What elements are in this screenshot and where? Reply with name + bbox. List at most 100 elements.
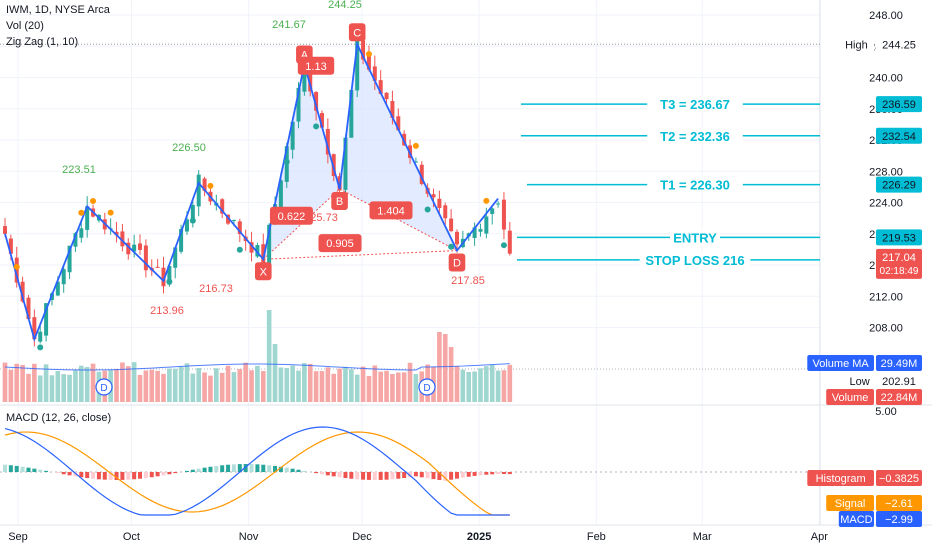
price-tick-label: 248.00 (869, 10, 903, 22)
macd-histogram-bar (126, 472, 131, 480)
candle-body (237, 221, 242, 235)
macd-legend[interactable]: MACD (12, 26, close) (6, 412, 112, 424)
macd-histogram-bar (419, 472, 424, 478)
signal-dot (189, 217, 196, 224)
level-price-tag-bg (876, 229, 922, 246)
volume-bar (67, 374, 72, 402)
price-label: 216.73 (199, 283, 233, 295)
macd-histogram-bar (484, 472, 489, 475)
macd-histogram-bar (237, 464, 242, 472)
candle-body (126, 242, 131, 255)
macd-histogram-bar (196, 468, 201, 472)
macd-histogram-bar (155, 472, 160, 477)
volume-bar (460, 369, 466, 402)
level-price-tag: 232.54 (882, 131, 916, 143)
zigzag-legend[interactable]: Zig Zag (1, 10) (6, 36, 79, 48)
histogram-value: −0.3825 (879, 473, 919, 485)
volume-bar (231, 372, 237, 402)
level-label: STOP LOSS 216 (645, 253, 744, 268)
signal-dot (500, 242, 507, 249)
macd-histogram-bar (331, 472, 336, 477)
macd-histogram-bar (67, 472, 72, 476)
candle-body (226, 214, 231, 224)
candle-body (390, 101, 395, 118)
macd-histogram-bar (449, 472, 454, 480)
ratio-xad-bg (318, 234, 362, 253)
volume-bar (155, 370, 160, 402)
macd-histogram-bar (26, 467, 31, 472)
volume-bar (278, 367, 284, 402)
macd-histogram-bar (231, 464, 236, 472)
volume-bar (260, 371, 266, 402)
candle-body (378, 80, 383, 94)
candle-body (202, 178, 207, 191)
volume-bar (137, 374, 143, 402)
volume-bar (149, 369, 155, 402)
volume-bar (407, 362, 413, 402)
price-tick-label: 224.00 (869, 198, 903, 210)
volume-bar (219, 372, 225, 402)
macd-histogram-bar (413, 472, 418, 477)
high-label-bg (838, 36, 874, 53)
time-tick-label: Apr (811, 531, 828, 543)
pattern-point-d: D (453, 258, 461, 270)
volume-legend[interactable]: Vol (20) (6, 20, 44, 32)
macd-histogram-bar (319, 472, 324, 475)
volume-bar (507, 364, 513, 402)
candle-body (443, 205, 448, 219)
level-label: T3 = 236.67 (660, 97, 730, 112)
ratio-bcd-bg (369, 201, 413, 220)
macd-histogram-bar (91, 472, 96, 479)
level-label: T2 = 232.36 (660, 129, 730, 144)
macd-value: −2.99 (885, 514, 913, 526)
volume-ma-line (4, 363, 510, 371)
level-label-bg (670, 229, 720, 246)
candle-body (296, 87, 301, 122)
dividend-marker-label: D (423, 383, 430, 394)
signal-dot (365, 50, 372, 57)
candle-body (73, 233, 78, 247)
candle-body (267, 224, 272, 266)
low-value-bg (876, 373, 922, 389)
volume-bar (325, 367, 331, 402)
candle-body (484, 216, 489, 234)
macd-histogram-bar (425, 472, 430, 479)
price-label: 241.67 (272, 19, 306, 31)
price-label: 225.73 (304, 212, 338, 224)
macd-histogram-bar (337, 472, 342, 478)
macd-histogram-bar (190, 469, 195, 472)
volume-bar (55, 371, 61, 402)
volume-bar (349, 369, 354, 402)
volume-ma-label: Volume MA (813, 358, 870, 370)
volume-bar (319, 371, 325, 402)
volume-bar (290, 365, 295, 402)
candle-body (190, 204, 195, 219)
time-tick-label: Feb (587, 531, 606, 543)
macd-histogram-bar (490, 472, 495, 475)
volume-bar (90, 363, 96, 402)
candle-body (261, 244, 266, 264)
volume-value-bg (876, 389, 922, 405)
volume-bar (343, 366, 348, 402)
level-price-tag: 226.29 (882, 180, 916, 192)
macd-histogram-bar (85, 472, 90, 479)
volume-bar (478, 368, 483, 402)
macd-histogram-bar (261, 464, 266, 472)
signal-label-bg (826, 495, 874, 511)
candle-body (361, 40, 366, 60)
signal-value: −2.61 (885, 498, 913, 510)
volume-bar (20, 364, 25, 402)
macd-histogram-bar (138, 472, 143, 479)
macd-label: MACD (840, 514, 872, 526)
level-price-tag-bg (876, 127, 922, 144)
low-label-bg (845, 373, 874, 389)
macd-histogram-bar (32, 468, 37, 472)
dividend-marker-label: D (100, 383, 107, 394)
volume-label-bg (826, 389, 874, 405)
macd-histogram-bar (390, 472, 395, 480)
pattern-point-c: C (353, 27, 361, 39)
macd-histogram-bar (408, 472, 413, 478)
volume-bar (167, 368, 172, 402)
symbol-legend[interactable]: IWM, 1D, NYSE Arca (6, 4, 110, 16)
